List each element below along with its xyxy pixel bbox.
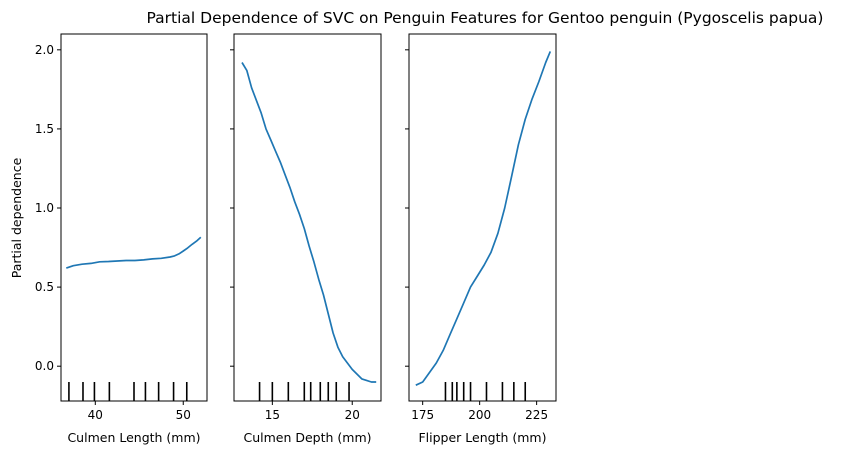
x-tick-label: 20 bbox=[345, 408, 360, 422]
panel-1: 0.0 0.5 1.0 1.5 2.0 40 50 Culmen Length (mm) bbox=[35, 33, 208, 445]
panel-3: 175 200 225 Flipper Length (mm) bbox=[405, 33, 557, 445]
x-axis-label: Flipper Length (mm) bbox=[418, 430, 546, 445]
x-tick-label: 50 bbox=[176, 408, 191, 422]
y-tick-label: 0.5 bbox=[35, 280, 54, 294]
x-tick-label: 40 bbox=[88, 408, 103, 422]
x-tick-label: 225 bbox=[525, 408, 548, 422]
panel-frame bbox=[233, 33, 382, 402]
x-axis-label: Culmen Length (mm) bbox=[67, 430, 200, 445]
panels-group: 0.0 0.5 1.0 1.5 2.0 40 50 Culmen Length (mm) 15 2… bbox=[35, 33, 557, 445]
y-tick-label: 0.0 bbox=[35, 359, 54, 373]
pd-curve bbox=[241, 62, 377, 383]
y-tick-label: 2.0 bbox=[35, 43, 54, 57]
pd-curve bbox=[66, 236, 202, 269]
panel-2: 15 20 Culmen Depth (mm) bbox=[230, 33, 382, 445]
y-axis-label: Partial dependence bbox=[9, 157, 24, 278]
chart-title: Partial Dependence of SVC on Penguin Fea… bbox=[147, 9, 824, 27]
pd-curve bbox=[415, 51, 552, 386]
x-tick-label: 175 bbox=[411, 408, 434, 422]
panel-frame bbox=[408, 33, 557, 402]
panel-frame bbox=[60, 33, 208, 402]
x-tick-label: 200 bbox=[468, 408, 491, 422]
x-axis-label: Culmen Depth (mm) bbox=[243, 430, 371, 445]
y-tick-label: 1.0 bbox=[35, 201, 54, 215]
x-tick-label: 15 bbox=[265, 408, 280, 422]
y-tick-label: 1.5 bbox=[35, 122, 54, 136]
